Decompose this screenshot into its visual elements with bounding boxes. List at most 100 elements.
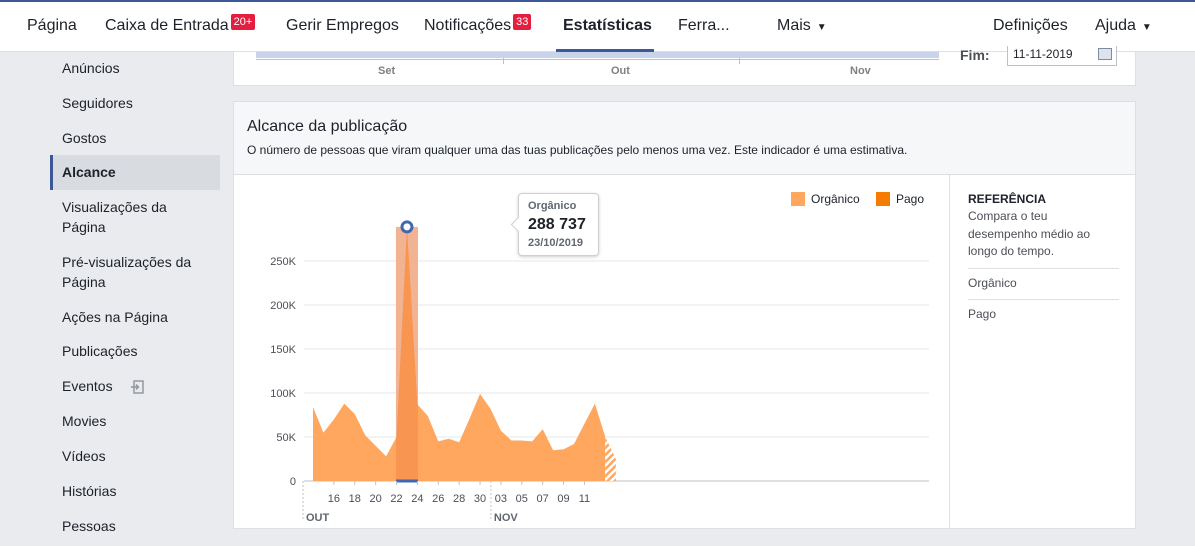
reference-title: REFERÊNCIA [968, 192, 1047, 206]
sidebar-item-ads[interactable]: Anúncios [50, 58, 220, 78]
sidebar-item-videos[interactable]: Vídeos [50, 446, 220, 466]
month-label: NOV [494, 512, 519, 524]
end-date-label: Fim: [960, 47, 990, 63]
overview-tick [503, 58, 504, 64]
divider [968, 299, 1119, 300]
month-label: OUT [306, 512, 330, 524]
sidebar-item-label: Histórias [62, 483, 117, 499]
calendar-icon[interactable] [1098, 48, 1112, 60]
overview-month-label: Out [611, 65, 630, 77]
reach-area-chart[interactable]: 0 50K 100K 150K 200K 250K 16 18 20 22 24 26 28 30 03 05… [234, 174, 949, 528]
sidebar-item-page-previews[interactable]: Pré-visualizações da Página [50, 252, 200, 292]
sidebar-item-followers[interactable]: Seguidores [50, 93, 220, 113]
sidebar-item-label: Ações na Página [62, 309, 168, 325]
x-tick-label: 07 [537, 493, 549, 505]
nav-tools-label: Ferra... [678, 17, 730, 34]
tooltip-value: 288 737 [528, 216, 586, 233]
date-range-overview-chart[interactable] [256, 52, 939, 58]
nav-manage-jobs[interactable]: Gerir Empregos [286, 2, 399, 52]
inbox-count-badge: 20+ [230, 14, 256, 30]
end-date-input[interactable]: 11-11-2019 [1007, 46, 1117, 66]
x-tick-label: 22 [390, 493, 402, 505]
x-tick-label: 18 [349, 493, 361, 505]
x-tick-label: 28 [453, 493, 465, 505]
data-point-tooltip: Orgânico 288 737 23/10/2019 [510, 193, 599, 256]
highlight-column-overlay [395, 226, 418, 481]
sidebar-item-page-views[interactable]: Visualizações da Página [50, 197, 200, 237]
nav-settings-label: Definições [993, 17, 1068, 34]
tooltip-series: Orgânico [528, 200, 577, 212]
nav-tools[interactable]: Ferra... [678, 2, 730, 52]
sidebar-item-label: Anúncios [62, 60, 120, 76]
sidebar-item-people[interactable]: Pessoas [50, 516, 220, 536]
sidebar-item-label: Gostos [62, 130, 107, 146]
nav-page[interactable]: Página [27, 2, 77, 52]
sidebar-item-label: Pessoas [62, 518, 116, 534]
x-tick-label: 05 [516, 493, 528, 505]
nav-insights-label: Estatísticas [563, 17, 652, 34]
x-tick-label: 20 [370, 493, 382, 505]
nav-inbox-label: Caixa de Entrada [105, 17, 229, 34]
card-header: Alcance da publicação O número de pessoa… [234, 102, 1135, 175]
sidebar-item-events[interactable]: Eventos [50, 376, 220, 396]
y-tick-label: 200K [270, 300, 296, 312]
y-tick-label: 150K [270, 344, 296, 356]
nav-more[interactable]: Mais ▼ [777, 2, 827, 52]
external-link-icon [130, 379, 144, 399]
date-range-card: Set Out Nov Fim: 11-11-2019 [233, 46, 1136, 86]
caret-down-icon: ▼ [816, 22, 827, 33]
x-tick-label: 11 [579, 493, 590, 505]
x-tick-label: 09 [557, 493, 569, 505]
overview-axis [256, 59, 939, 60]
organic-area-series [313, 226, 606, 481]
nav-insights[interactable]: Estatísticas [563, 2, 652, 52]
sidebar-item-label: Movies [62, 413, 107, 429]
sidebar-item-label: Publicações [62, 343, 138, 359]
sidebar-item-posts[interactable]: Publicações [50, 341, 220, 361]
reach-chart-area: Orgânico Pago 0 50K 100K 150K 200K 250K 16 18 20… [234, 174, 949, 528]
sidebar-item-stories[interactable]: Histórias [50, 481, 220, 501]
x-tick-label: 24 [411, 493, 423, 505]
nav-notifications[interactable]: Notificações 33 [424, 2, 532, 52]
sidebar-item-movies[interactable]: Movies [50, 411, 220, 431]
reference-option-paid[interactable]: Pago [968, 307, 997, 321]
sidebar-item-label: Pré-visualizações da Página [62, 254, 192, 290]
nav-manage-jobs-label: Gerir Empregos [286, 17, 399, 34]
legend-label: Orgânico [811, 192, 860, 206]
organic-area-estimate [605, 437, 616, 481]
legend-item-organic[interactable]: Orgânico [791, 192, 860, 206]
reference-text: Compara o teu desempenho médio ao longo … [968, 209, 1091, 258]
active-tab-indicator [556, 49, 654, 52]
sidebar-item-page-actions[interactable]: Ações na Página [50, 307, 220, 327]
sidebar-item-likes[interactable]: Gostos [50, 128, 220, 148]
nav-page-label: Página [27, 17, 77, 34]
legend-label: Pago [896, 192, 925, 206]
divider [968, 268, 1119, 269]
highlight-baseline-marker [395, 479, 418, 483]
top-navigation-bar: Página Caixa de Entrada 20+ Gerir Emprego… [0, 0, 1195, 52]
sidebar-item-label: Seguidores [62, 95, 133, 111]
sidebar-item-label: Vídeos [62, 448, 106, 464]
tooltip-date: 23/10/2019 [528, 237, 584, 249]
reference-option-organic[interactable]: Orgânico [968, 276, 1017, 290]
legend-swatch-paid [876, 192, 890, 206]
x-tick-label: 26 [432, 493, 444, 505]
sidebar-item-label: Visualizações da Página [62, 199, 167, 235]
nav-help[interactable]: Ajuda ▼ [1095, 2, 1152, 52]
overview-month-label: Set [378, 65, 396, 77]
nav-more-label: Mais [777, 17, 811, 34]
highlighted-data-point [400, 220, 414, 234]
nav-inbox[interactable]: Caixa de Entrada 20+ [105, 2, 256, 52]
x-tick-label: 16 [328, 493, 340, 505]
notifications-count-badge: 33 [513, 14, 532, 30]
nav-settings[interactable]: Definições [993, 2, 1068, 52]
post-reach-card: Alcance da publicação O número de pessoa… [233, 101, 1136, 529]
y-tick-label: 50K [276, 432, 296, 444]
sidebar-item-reach[interactable]: Alcance [50, 155, 220, 190]
legend-swatch-organic [791, 192, 805, 206]
card-description: O número de pessoas que viram qualquer u… [247, 143, 908, 157]
caret-down-icon: ▼ [1141, 22, 1152, 33]
x-tick-label: 30 [474, 493, 486, 505]
legend-item-paid[interactable]: Pago [876, 192, 924, 206]
card-title: Alcance da publicação [247, 118, 408, 135]
